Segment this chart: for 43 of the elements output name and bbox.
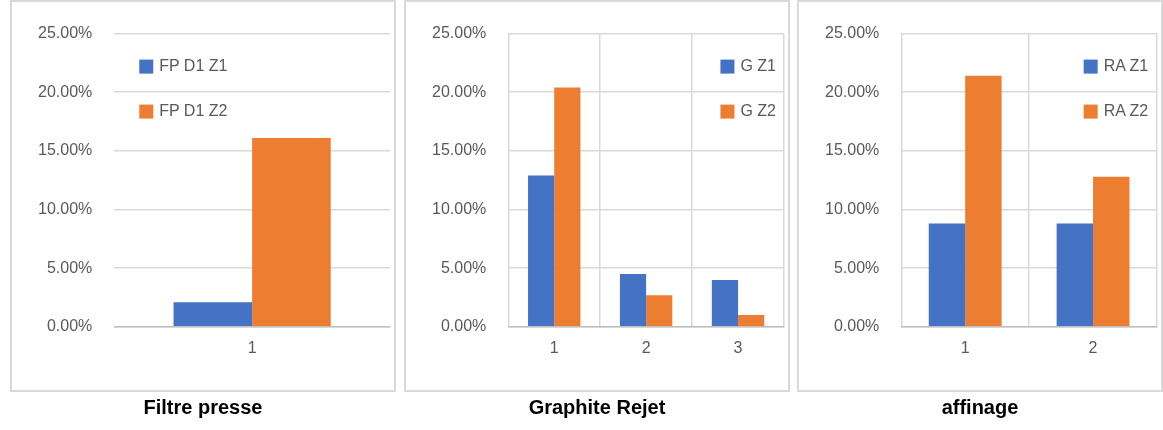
bar: [554, 87, 581, 327]
y-tick-label: 5.00%: [440, 258, 487, 276]
legend-label: G Z2: [740, 102, 777, 120]
bar: [619, 274, 647, 327]
bar: [528, 175, 555, 327]
bar: [711, 279, 739, 327]
y-tick-label: 0.00%: [440, 317, 487, 335]
y-tick-label: 25.00%: [825, 24, 880, 42]
x-tick-label: 2: [641, 338, 651, 356]
legend-label: RA Z2: [1103, 102, 1149, 120]
x-tick-label: 1: [247, 338, 257, 356]
y-tick-label: 10.00%: [825, 199, 880, 217]
x-tick-label: 1: [960, 338, 970, 356]
y-tick-label: 20.00%: [432, 82, 487, 100]
bar: [1056, 223, 1094, 327]
bar: [928, 223, 966, 327]
y-tick-label: 15.00%: [825, 141, 880, 159]
bar: [646, 295, 673, 327]
legend-label: FP D1 Z2: [159, 102, 228, 120]
y-tick-label: 10.00%: [432, 199, 487, 217]
x-tick-label: 1: [549, 338, 559, 356]
y-tick-label: 0.00%: [833, 317, 880, 335]
bar: [1093, 176, 1130, 327]
y-tick-label: 15.00%: [432, 141, 487, 159]
text: Filtre presse: [142, 396, 264, 419]
y-tick-label: 25.00%: [38, 24, 93, 42]
x-tick-label: 3: [733, 338, 743, 356]
text: Graphite Rejet: [527, 396, 667, 419]
y-tick-label: 15.00%: [38, 141, 93, 159]
y-tick-label: 0.00%: [46, 317, 93, 335]
legend-label: RA Z1: [1103, 57, 1149, 75]
text: affinage: [940, 396, 1020, 419]
y-tick-label: 25.00%: [432, 24, 487, 42]
y-tick-label: 5.00%: [46, 258, 93, 276]
y-tick-label: 10.00%: [38, 199, 93, 217]
legend-label: FP D1 Z1: [159, 57, 228, 75]
bar: [738, 315, 765, 327]
x-tick-label: 2: [1088, 338, 1098, 356]
y-tick-label: 20.00%: [825, 82, 880, 100]
bar: [965, 75, 1002, 327]
y-tick-label: 5.00%: [833, 258, 880, 276]
legend-label: G Z1: [740, 57, 777, 75]
y-tick-label: 20.00%: [38, 82, 93, 100]
